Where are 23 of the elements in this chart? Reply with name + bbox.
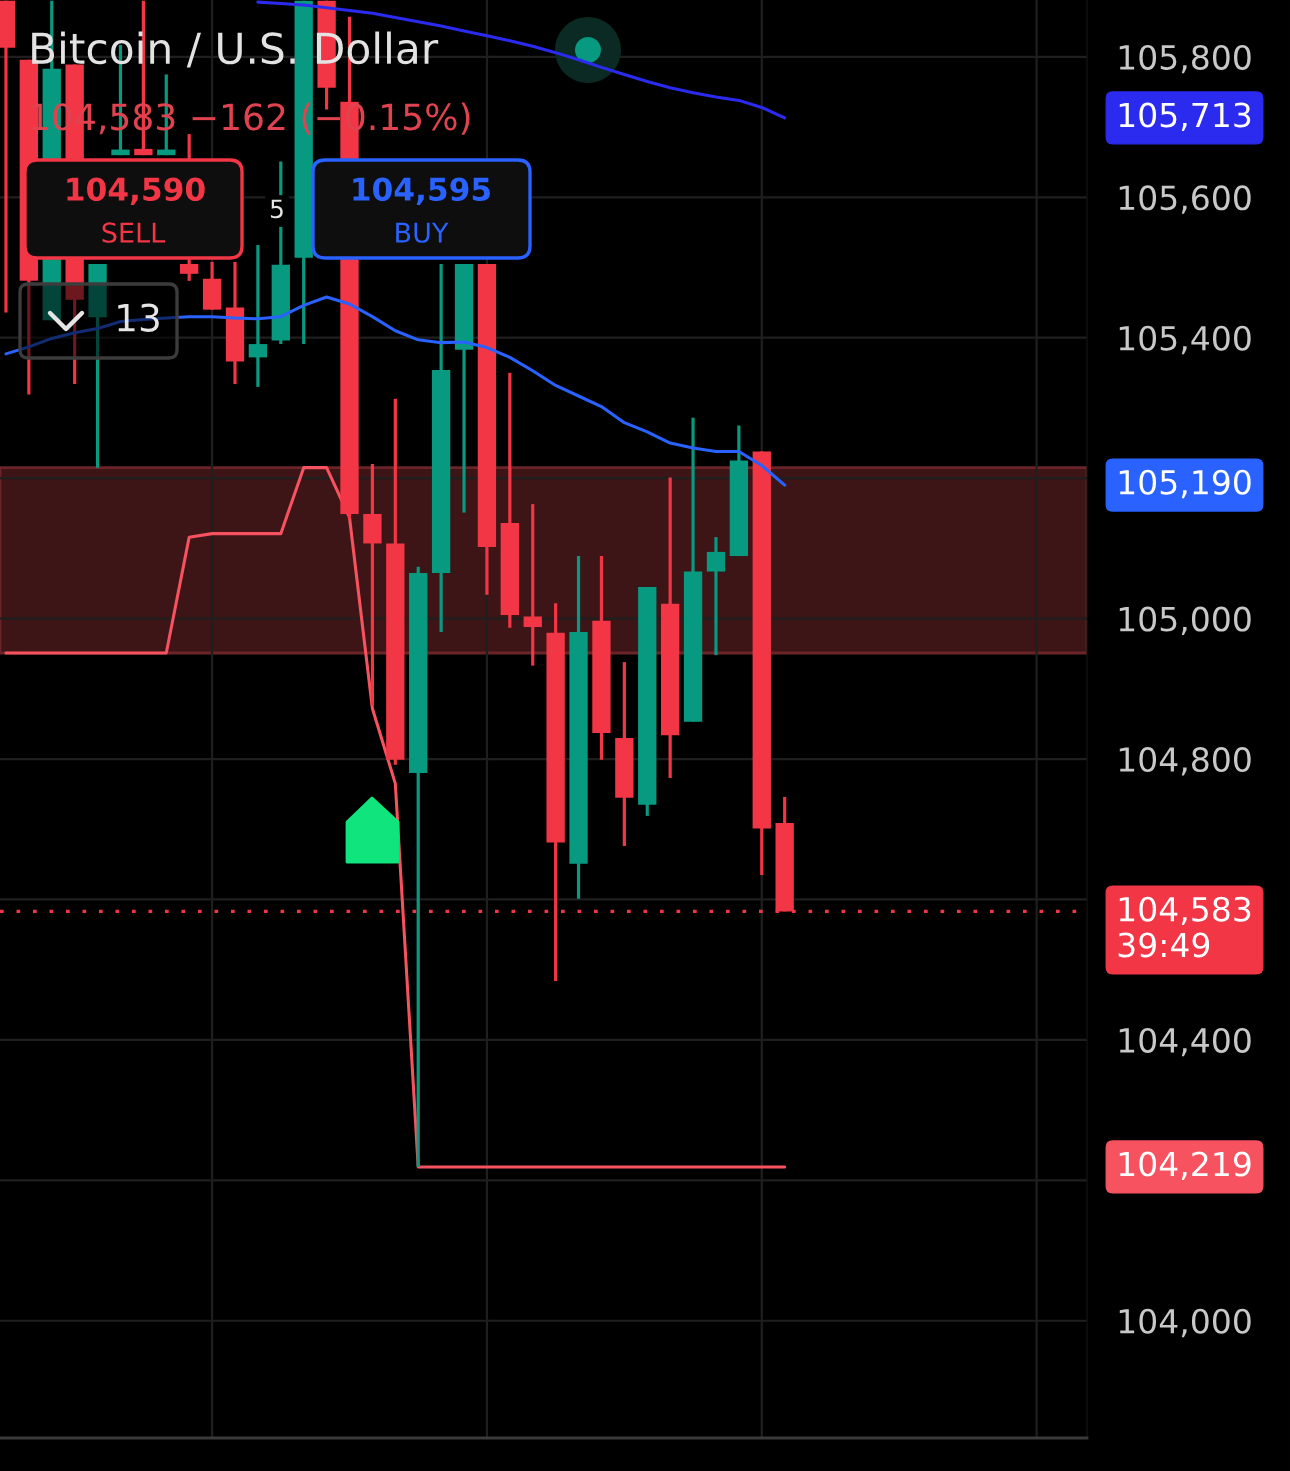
y-tick-label: 105,600 [1119, 185, 1251, 214]
annotation: 104,590 [67, 177, 205, 206]
annotation: 104,595 [353, 177, 490, 206]
annotation: 5 [270, 199, 283, 219]
y-tick-label: 105,800 [1119, 44, 1251, 74]
y-tick-label: 104,000 [1119, 1308, 1251, 1338]
ref-line-label: 104,583 39:49 [1118, 896, 1251, 958]
annotation: SELL [102, 222, 166, 243]
y-tick-label: 104,400 [1119, 1027, 1251, 1057]
annotation: 13 [118, 303, 159, 332]
text: 105,713 [1119, 102, 1251, 131]
candlestick [523, 504, 542, 666]
y-tick-label: 104,800 [1119, 747, 1251, 776]
annotation: BUY [396, 222, 449, 243]
y-tick-label: 105,400 [1119, 325, 1251, 355]
text: 104,219 [1119, 1151, 1251, 1180]
candlestick [363, 464, 382, 705]
y-tick-label: 105,000 [1119, 606, 1251, 635]
candlestick [248, 245, 268, 387]
text: 105,190 [1119, 469, 1251, 499]
candlestick [706, 537, 726, 657]
line-series [4, 466, 787, 1169]
line-series [4, 295, 787, 487]
